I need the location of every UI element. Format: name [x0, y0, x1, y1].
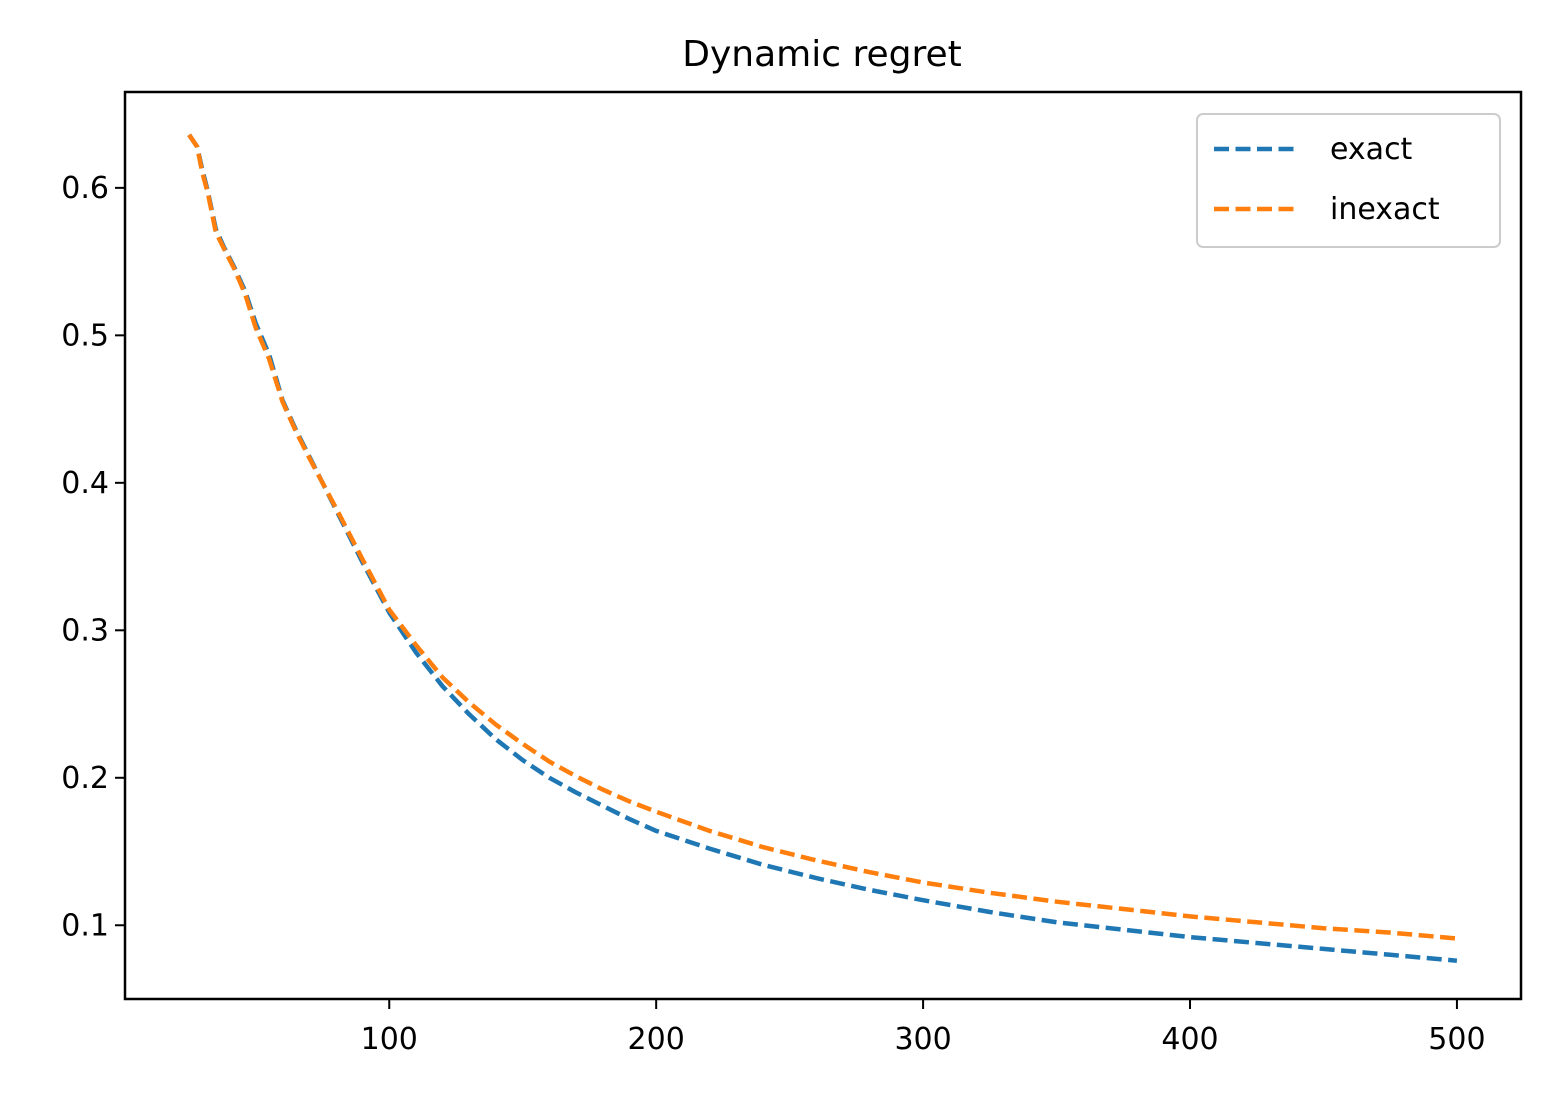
- plot-area: [187, 133, 1458, 963]
- y-tick-label: 0.3: [61, 613, 109, 648]
- legend-box: [1196, 113, 1501, 248]
- y-tick-label: 0.6: [61, 171, 109, 206]
- y-axis: 0.1 0.2 0.3 0.4 0.5 0.6: [61, 171, 125, 943]
- series-line-exact: [187, 133, 1458, 963]
- y-tick-label: 0.2: [61, 761, 109, 796]
- plot-frame: [123, 90, 1523, 1001]
- x-tick-label: 400: [1161, 1022, 1218, 1057]
- x-tick-label: 500: [1428, 1022, 1485, 1057]
- x-axis: 100 200 300 400 500: [361, 999, 1486, 1057]
- x-tick-label: 200: [628, 1022, 685, 1057]
- series-line-inexact: [187, 133, 1458, 941]
- legend-label-exact: exact: [1330, 132, 1413, 167]
- chart-title: Dynamic regret: [682, 34, 962, 75]
- y-tick-label: 0.5: [61, 318, 109, 353]
- legend-label-inexact: inexact: [1330, 192, 1440, 227]
- y-tick-label: 0.4: [61, 466, 109, 501]
- legend: exact inexact: [1196, 113, 1501, 248]
- x-tick-label: 300: [894, 1022, 951, 1057]
- y-tick-label: 0.1: [61, 908, 109, 943]
- x-tick-label: 100: [361, 1022, 418, 1057]
